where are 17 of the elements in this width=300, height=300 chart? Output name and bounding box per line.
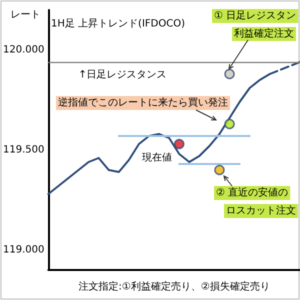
point	[174, 138, 184, 150]
annotation: 利益確定注文	[234, 28, 294, 40]
x-axis-title: 注文指定:①利益確定売り、②損失確定売り	[78, 280, 270, 292]
ref-line-label: ↑日足レジスタンス	[78, 70, 167, 80]
annotation: 現在値	[142, 152, 172, 164]
y-tick-label: 119.000	[2, 244, 44, 256]
point	[224, 118, 235, 130]
annotation: ロスカット注文	[226, 204, 296, 216]
y-tick-label: 119.500	[2, 144, 44, 156]
annotation: 逆指値でこのレートに来たら買い発注	[58, 96, 228, 108]
annotation: ② 直近の安値の	[216, 186, 288, 198]
y-tick-label: 120.000	[2, 44, 44, 56]
text: 1H足 上昇トレンド(IFDOCO)	[51, 18, 186, 30]
y-axis-title: レート	[10, 10, 40, 20]
point	[224, 68, 235, 80]
annotation: ① 日足レジスタン	[214, 10, 296, 22]
point	[214, 164, 225, 176]
